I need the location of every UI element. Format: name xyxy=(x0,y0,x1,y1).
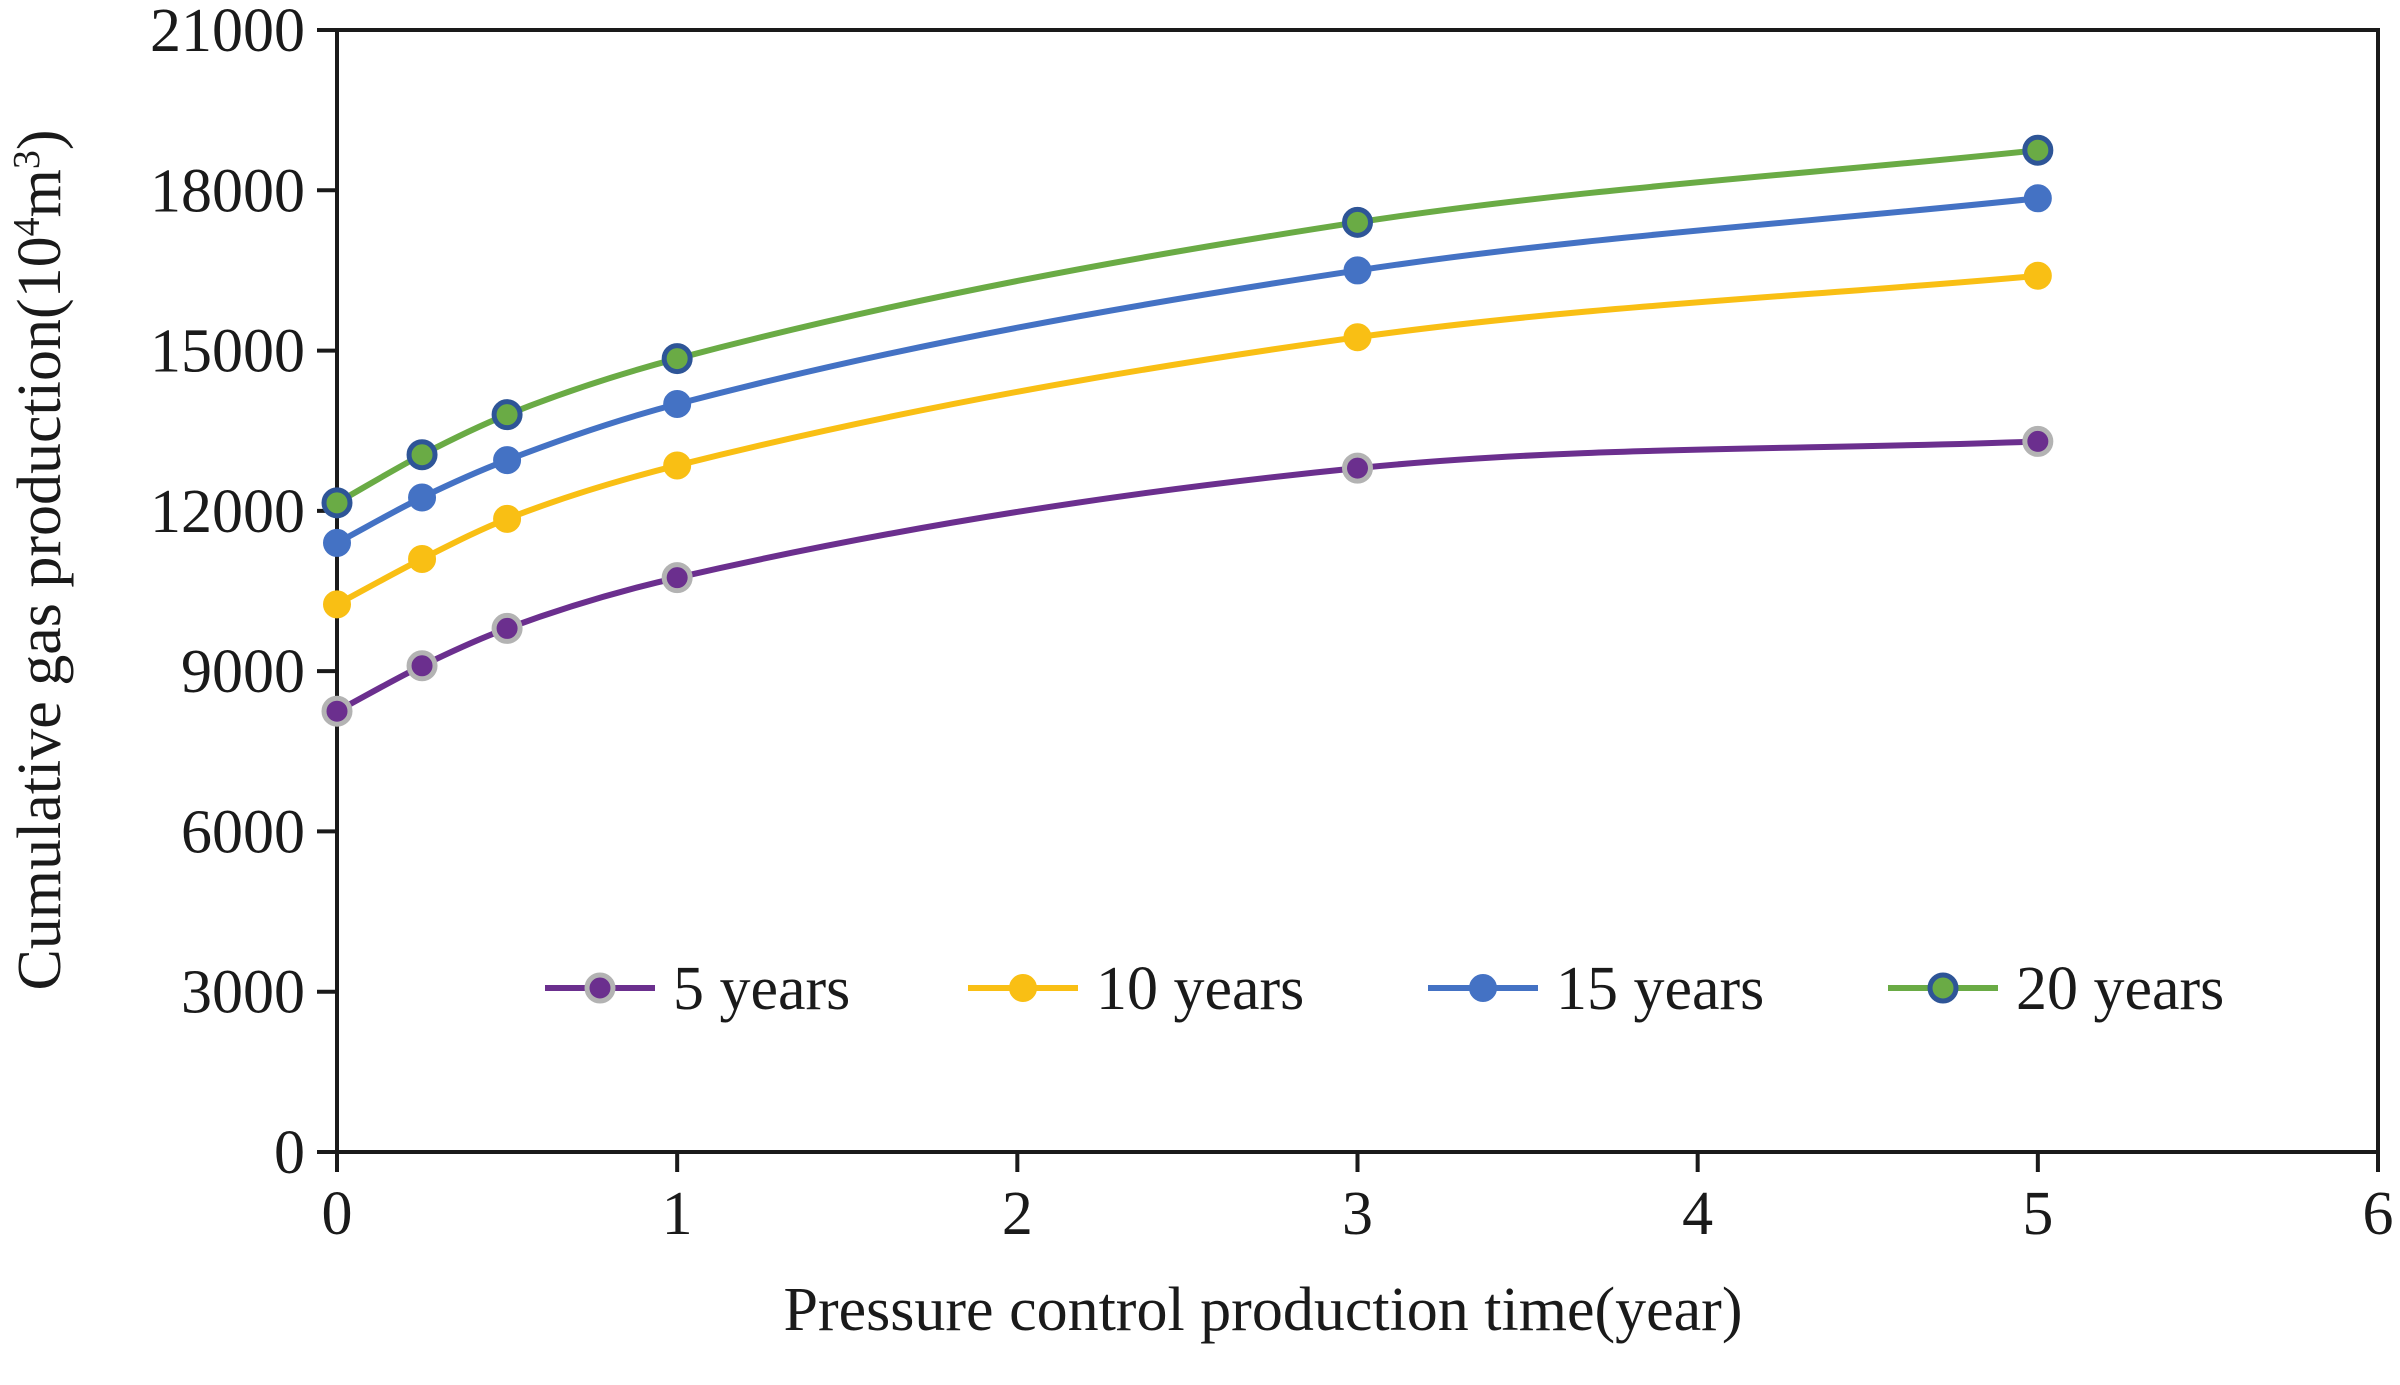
data-point xyxy=(663,451,692,480)
x-tick-label: 4 xyxy=(1682,1180,1713,1248)
y-tick-label: 6000 xyxy=(181,798,305,866)
y-tick-label: 12000 xyxy=(150,478,305,546)
y-tick-label: 9000 xyxy=(181,638,305,706)
data-point xyxy=(321,695,353,727)
y-axis-title-sup1: 4 xyxy=(6,217,48,236)
data-point xyxy=(406,650,438,682)
data-point xyxy=(663,390,692,418)
legend-label: 20 years xyxy=(2016,955,2224,1023)
y-axis-ticks: 0 3000 6000 9000 12000 15000 18000 21000 xyxy=(150,0,337,1187)
y-tick-label: 0 xyxy=(274,1119,305,1187)
series-line xyxy=(334,195,2041,546)
series-line xyxy=(334,147,2041,506)
data-point xyxy=(2022,425,2054,457)
y-axis-title-mid: m xyxy=(6,169,74,217)
data-point xyxy=(2023,261,2052,290)
data-point xyxy=(1343,256,1372,285)
legend-item: 15 years xyxy=(1428,955,1764,1023)
data-point xyxy=(408,544,437,573)
series-5-years xyxy=(321,425,2054,727)
y-axis-title-end: ) xyxy=(6,129,74,150)
legend-marker xyxy=(1009,974,1037,1002)
legend-label: 5 years xyxy=(673,955,850,1023)
legend-item: 10 years xyxy=(968,955,1304,1023)
y-axis-title-sup2: 3 xyxy=(6,150,48,169)
data-point xyxy=(1342,206,1373,238)
legend-marker xyxy=(584,972,616,1004)
data-point xyxy=(2023,184,2052,213)
y-tick-label: 3000 xyxy=(181,959,305,1027)
y-axis-title: Cumulative gas production(104m3) xyxy=(6,129,74,990)
series-line xyxy=(334,272,2041,608)
legend-label: 15 years xyxy=(1556,955,1764,1023)
data-point xyxy=(1343,323,1372,352)
legend-marker xyxy=(1927,972,1959,1004)
data-point xyxy=(1342,452,1373,484)
data-point xyxy=(321,487,353,519)
series-line xyxy=(334,438,2041,715)
data-point xyxy=(493,504,522,533)
x-tick-label: 0 xyxy=(322,1180,353,1248)
x-axis-title: Pressure control production time(year) xyxy=(784,1276,1743,1344)
y-axis-title-main: Cumulative gas production(10 xyxy=(6,236,74,990)
series-20-years xyxy=(321,134,2054,519)
x-tick-label: 5 xyxy=(2022,1180,2053,1248)
data-point xyxy=(493,446,522,475)
data-point xyxy=(408,483,437,512)
data-point xyxy=(491,612,523,644)
data-point xyxy=(406,439,438,471)
series-15-years xyxy=(323,184,2052,557)
legend-marker xyxy=(1469,974,1497,1002)
data-point xyxy=(2022,134,2054,166)
data-point xyxy=(661,343,693,375)
legend-item: 20 years xyxy=(1888,955,2224,1023)
data-point xyxy=(491,399,523,431)
data-point xyxy=(323,528,351,557)
series-layer xyxy=(321,134,2054,727)
y-tick-label: 18000 xyxy=(150,157,305,225)
y-tick-label: 21000 xyxy=(150,0,305,65)
series-10-years xyxy=(323,261,2052,619)
legend-label: 10 years xyxy=(1096,955,1304,1023)
x-tick-label: 2 xyxy=(1002,1180,1033,1248)
data-point xyxy=(661,562,693,594)
x-tick-label: 3 xyxy=(1342,1180,1373,1248)
data-point xyxy=(323,590,351,619)
legend-item: 5 years xyxy=(545,955,850,1023)
x-axis-ticks: 0 1 2 3 4 5 6 xyxy=(322,1152,2394,1248)
y-tick-label: 15000 xyxy=(150,318,305,386)
legend: 5 years 10 years 15 years 20 years xyxy=(545,955,2224,1023)
x-tick-label: 6 xyxy=(2363,1180,2394,1248)
x-tick-label: 1 xyxy=(662,1180,693,1248)
